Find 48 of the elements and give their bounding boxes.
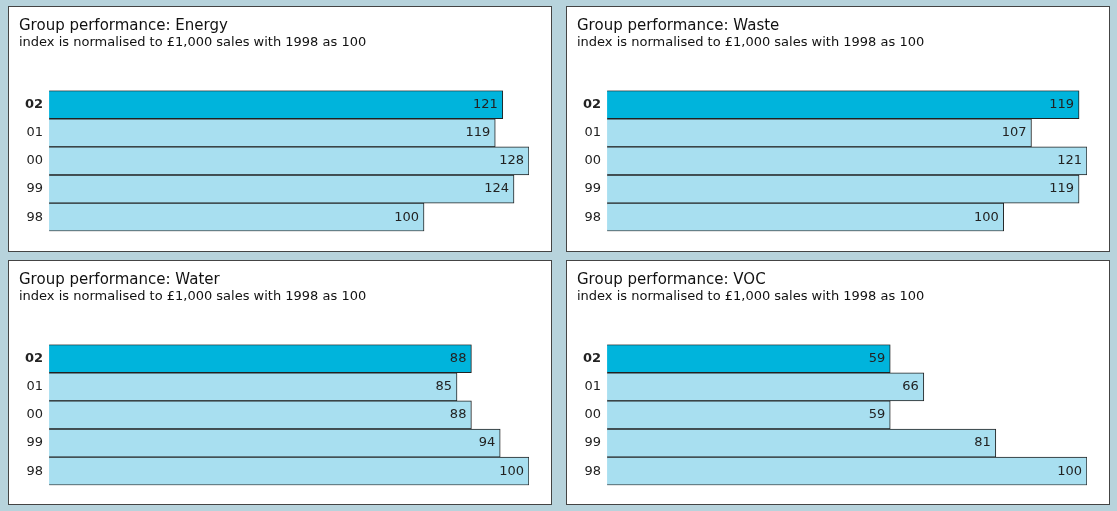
y-tick-label: 02 (25, 349, 44, 365)
data-label: 100 (1057, 462, 1082, 478)
y-tick-label: 00 (26, 405, 44, 421)
data-label: 59 (868, 405, 886, 421)
data-label: 85 (435, 377, 453, 393)
y-tick-label: 98 (26, 462, 44, 478)
y-tick-label: 99 (584, 433, 602, 449)
chart-subtitle: index is normalised to £1,000 sales with 1998 as 100 (19, 34, 367, 50)
data-label: 94 (478, 433, 496, 449)
y-tick-label: 99 (26, 180, 44, 196)
data-label: 121 (1057, 152, 1082, 168)
y-tick-label: 98 (584, 208, 602, 224)
chart-subtitle: index is normalised to £1,000 sales with 1998 as 100 (577, 34, 925, 50)
data-label: 119 (465, 124, 491, 140)
y-tick-label: 00 (584, 152, 602, 168)
chart-title: Group performance: VOC (577, 269, 766, 288)
y-tick-label: 02 (583, 96, 602, 112)
y-tick-label: 02 (25, 96, 44, 112)
y-tick-label: 99 (584, 180, 602, 196)
data-label: 88 (449, 349, 467, 365)
data-label: 100 (973, 208, 999, 224)
y-tick-label: 01 (26, 377, 44, 393)
data-label: 81 (974, 433, 991, 449)
data-label: 66 (902, 377, 919, 393)
data-label: 100 (499, 462, 524, 478)
y-tick-label: 01 (584, 124, 602, 140)
y-tick-label: 99 (26, 433, 44, 449)
data-label: 124 (484, 180, 509, 196)
chart-title: Group performance: Water (19, 269, 221, 288)
y-tick-label: 01 (584, 377, 602, 393)
data-label: 119 (1049, 180, 1075, 196)
data-label: 59 (868, 349, 886, 365)
data-label: 100 (394, 208, 420, 224)
chart-title: Group performance: Waste (577, 15, 780, 34)
y-tick-label: 98 (584, 462, 602, 478)
chart-subtitle: index is normalised to £1,000 sales with 1998 as 100 (19, 287, 367, 303)
y-tick-label: 00 (584, 405, 602, 421)
y-tick-label: 02 (583, 349, 602, 365)
y-tick-label: 01 (26, 124, 44, 140)
y-tick-label: 98 (26, 208, 44, 224)
chart-subtitle: index is normalised to £1,000 sales with 1998 as 100 (577, 287, 925, 303)
data-label: 121 (472, 96, 498, 112)
data-label: 88 (449, 405, 467, 421)
data-label: 119 (1049, 96, 1075, 112)
y-tick-label: 00 (26, 152, 44, 168)
chart-title: Group performance: Energy (19, 15, 228, 34)
data-label: 107 (1001, 124, 1027, 140)
data-label: 128 (499, 152, 524, 168)
